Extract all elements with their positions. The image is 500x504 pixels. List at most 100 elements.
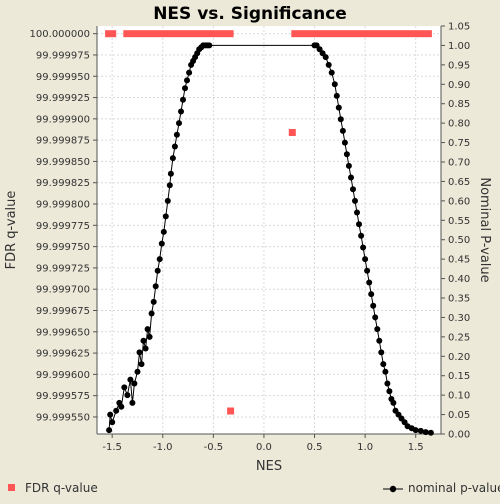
y-tick-label-left: 99.999600	[36, 370, 90, 381]
y-tick-label-left: 99.999925	[36, 93, 90, 104]
nominal-point	[176, 120, 182, 127]
nominal-point	[374, 326, 381, 333]
nominal-point	[322, 54, 329, 61]
y-tick-label-left: 99.999650	[36, 327, 90, 338]
y-tick-label-left: 99.999700	[36, 285, 90, 296]
nominal-point	[328, 69, 335, 76]
y-tick-label-right: 0.40	[448, 274, 470, 285]
y-tick-label-left: 100.000000	[30, 29, 90, 40]
y-tick-label-right: 0.65	[448, 177, 470, 188]
axes	[96, 26, 442, 435]
nominal-point	[335, 104, 342, 111]
nominal-point	[169, 155, 176, 162]
x-tick-label: 0.5	[307, 442, 323, 453]
legend-fdr-label: FDR q-value	[25, 481, 98, 495]
nominal-point	[138, 361, 145, 368]
nominal-point	[422, 429, 429, 436]
y-tick-label-left: 99.999550	[36, 412, 90, 423]
nominal-point	[129, 399, 136, 406]
nominal-point	[142, 345, 149, 352]
x-axis-label: NES	[256, 459, 282, 474]
y-axis-label-right: Nominal P-value	[477, 177, 492, 282]
nominal-point	[160, 228, 167, 235]
y-tick-label-left: 99.999775	[36, 221, 90, 232]
nominal-point	[343, 151, 350, 158]
x-tick-label: -1.5	[102, 442, 122, 453]
nominal-point	[368, 291, 375, 298]
nominal-point	[136, 349, 143, 356]
nominal-point	[124, 392, 131, 399]
y-tick-label-right: 0.00	[448, 430, 470, 441]
nominal-point	[384, 380, 391, 387]
nominal-point	[113, 407, 120, 414]
nominal-point	[140, 337, 147, 344]
nominal-point	[348, 174, 354, 181]
y-tick-label-right: 0.35	[448, 294, 470, 305]
nominal-point	[154, 267, 161, 274]
nominal-point	[417, 427, 424, 434]
nominal-point	[333, 92, 340, 99]
y-tick-label-left: 99.999750	[36, 242, 90, 253]
fdr-point	[227, 407, 235, 415]
nominal-point	[178, 108, 184, 115]
y-tick-label-left: 99.999800	[36, 200, 90, 211]
y-tick-label-right: 0.30	[448, 313, 470, 324]
x-tick-label: -0.5	[204, 442, 224, 453]
nominal-point	[106, 427, 113, 434]
nominal-point	[107, 411, 114, 418]
y-tick-label-right: 0.95	[448, 60, 470, 71]
nominal-point	[146, 333, 153, 340]
nominal-point	[131, 380, 138, 387]
fdr-point-cluster	[105, 30, 117, 38]
nominal-point	[186, 69, 193, 76]
y-tick-label-left: 99.999675	[36, 306, 90, 317]
y-tick-label-right: 0.25	[448, 332, 470, 343]
nominal-point	[380, 361, 387, 368]
nominal-point	[364, 267, 371, 274]
nominal-point	[341, 139, 348, 146]
nominal-point	[354, 209, 360, 216]
y-tick-label-right: 0.85	[448, 99, 470, 110]
nominal-point	[356, 221, 362, 228]
y-tick-label-right: 0.20	[448, 352, 470, 363]
nominal-point	[362, 256, 369, 263]
y-tick-label-left: 99.999725	[36, 263, 90, 274]
nominal-point	[358, 232, 365, 239]
legend-nominal-label: nominal p-value	[408, 481, 500, 495]
ticks: -1.5 -1.0 -0.5 0.0 0.5 1.0 1.5 100.000000 99.999…	[30, 22, 471, 454]
y-tick-label-right: 0.45	[448, 255, 470, 266]
y-tick-label-right: 1.05	[448, 22, 470, 33]
nominal-point	[206, 42, 213, 49]
nominal-point	[412, 427, 419, 434]
y-tick-label-right: 0.10	[448, 391, 470, 402]
y-tick-label-left: 99.999900	[36, 114, 90, 125]
nominal-point	[370, 302, 377, 309]
marks	[105, 30, 434, 436]
y-tick-label-right: 0.15	[448, 371, 470, 382]
y-tick-label-left: 99.999825	[36, 178, 90, 189]
nominal-point	[144, 326, 151, 333]
grid	[97, 26, 441, 434]
nominal-point	[325, 61, 332, 68]
y-tick-label-left: 99.999850	[36, 157, 90, 168]
y-tick-label-right: 0.60	[448, 196, 470, 207]
nominal-point	[158, 240, 165, 247]
y-axis-label-left: FDR q-value	[4, 191, 19, 270]
y-tick-label-left: 99.999875	[36, 136, 90, 147]
plot-area	[97, 26, 441, 434]
nominal-point	[166, 182, 173, 189]
nominal-point	[134, 368, 141, 375]
nominal-point	[337, 116, 344, 123]
nominal-point	[360, 244, 367, 251]
nominal-point	[331, 81, 338, 88]
nominal-point	[345, 162, 352, 169]
nominal-point	[339, 127, 346, 134]
nominal-point	[173, 131, 180, 138]
y-tick-label-left: 99.999625	[36, 349, 90, 360]
y-tick-label-right: 0.75	[448, 138, 470, 149]
nominal-point	[152, 283, 159, 290]
nominal-point	[127, 376, 134, 383]
x-tick-label: 1.5	[408, 442, 424, 453]
